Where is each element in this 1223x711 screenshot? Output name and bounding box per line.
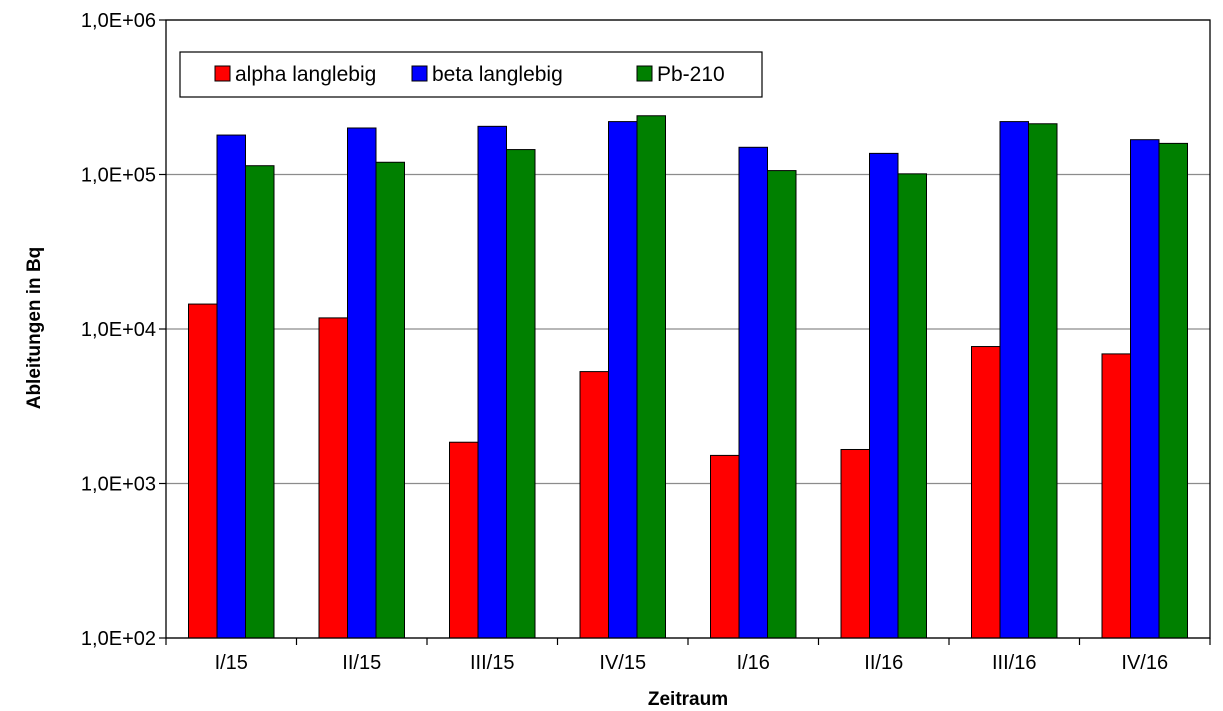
- bar-alpha-langlebig-3: [449, 441, 479, 639]
- legend-swatch: [214, 65, 231, 82]
- plot-frame: [165, 19, 1211, 639]
- bar-alpha-langlebig-2: [318, 317, 348, 639]
- x-axis-title: Zeitraum: [648, 689, 728, 710]
- bar-pb-210-7: [1028, 123, 1058, 639]
- legend-label: Pb-210: [657, 63, 725, 86]
- y-axis-title: Ableitungen in Bq: [24, 247, 45, 410]
- y-tick-label: 1,0E+06: [81, 10, 156, 32]
- bar-alpha-langlebig-6: [840, 448, 870, 639]
- x-tick-label: III/15: [470, 652, 514, 674]
- bar-pb-210-8: [1158, 142, 1188, 639]
- legend: alpha langlebig beta langlebig Pb-210: [179, 51, 763, 98]
- x-tick-label: III/16: [992, 652, 1036, 674]
- bar-alpha-langlebig-4: [579, 371, 609, 639]
- tick-labels: 1,0E+02 1,0E+03 1,0E+04 1,0E+05 1,0E+06 I/15 I…: [81, 10, 1168, 674]
- bar-beta-langlebig-6: [869, 152, 899, 639]
- legend-swatch: [411, 65, 428, 82]
- bar-pb-210-6: [897, 173, 927, 639]
- bar-beta-langlebig-5: [738, 146, 768, 639]
- y-tick-label: 1,0E+04: [81, 319, 156, 341]
- bar-pb-210-3: [506, 149, 536, 639]
- bar-beta-langlebig-7: [999, 121, 1029, 639]
- legend-box: [179, 51, 763, 98]
- bar-alpha-langlebig-7: [971, 346, 1001, 639]
- bar-beta-langlebig-8: [1130, 139, 1160, 639]
- x-tick-label: IV/16: [1121, 652, 1168, 674]
- bar-alpha-langlebig-1: [188, 303, 218, 639]
- bar-pb-210-1: [245, 165, 275, 639]
- bar-pb-210-5: [767, 170, 797, 639]
- bar-beta-langlebig-4: [608, 121, 638, 639]
- legend-swatch: [636, 65, 653, 82]
- x-tick-label: II/15: [342, 652, 381, 674]
- x-tick-label: II/16: [864, 652, 903, 674]
- y-tick-label: 1,0E+02: [81, 628, 156, 650]
- bar-beta-langlebig-2: [347, 127, 377, 639]
- axes: [159, 19, 1211, 645]
- bar-pb-210-2: [375, 161, 405, 639]
- x-tick-label: I/16: [737, 652, 770, 674]
- y-tick-label: 1,0E+03: [81, 474, 156, 496]
- bars: [188, 115, 1188, 639]
- bar-alpha-langlebig-8: [1101, 353, 1131, 639]
- bar-pb-210-4: [636, 115, 666, 639]
- bar-beta-langlebig-1: [216, 134, 246, 639]
- legend-label: beta langlebig: [432, 63, 563, 86]
- y-tick-label: 1,0E+05: [81, 165, 156, 187]
- x-tick-label: IV/15: [599, 652, 646, 674]
- bar-alpha-langlebig-5: [710, 454, 740, 639]
- legend-label: alpha langlebig: [235, 63, 376, 86]
- bar-beta-langlebig-3: [477, 125, 507, 639]
- x-tick-label: I/15: [215, 652, 248, 674]
